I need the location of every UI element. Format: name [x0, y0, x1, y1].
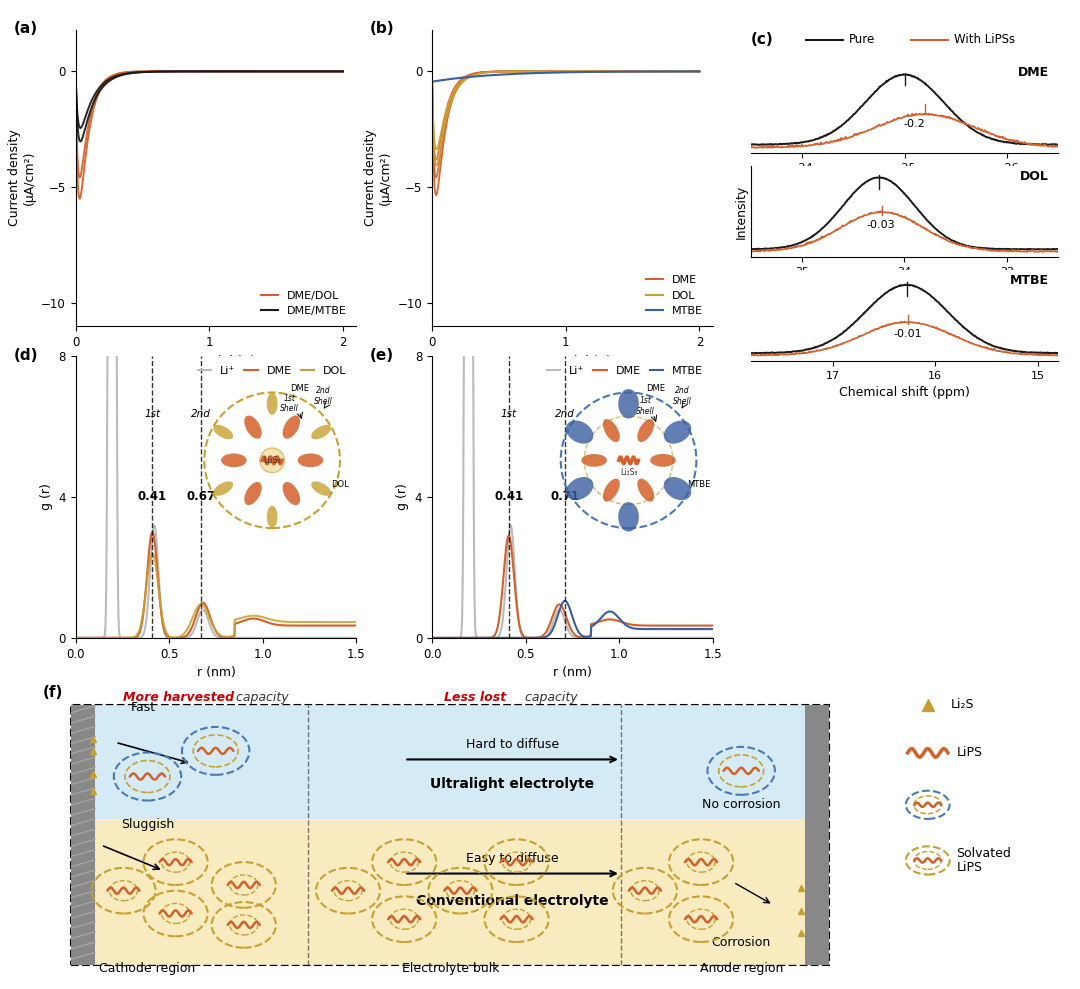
Text: -0.2: -0.2	[904, 120, 926, 130]
Text: Solvated: Solvated	[957, 847, 1011, 859]
Y-axis label: Intensity: Intensity	[734, 185, 747, 238]
Bar	[71, 819, 829, 965]
Text: (f): (f)	[43, 685, 64, 700]
Text: 2nd: 2nd	[555, 409, 575, 419]
Y-axis label: Current density
(μA/cm²): Current density (μA/cm²)	[364, 130, 392, 226]
Text: Li₂S: Li₂S	[950, 698, 974, 711]
X-axis label: r (nm): r (nm)	[197, 667, 235, 679]
Text: -0.01: -0.01	[893, 329, 922, 339]
Bar	[71, 705, 829, 819]
Bar	[806, 705, 829, 965]
Text: DME: DME	[1018, 66, 1049, 79]
X-axis label: Chemical shift (ppm): Chemical shift (ppm)	[839, 387, 970, 400]
Y-axis label: g (r): g (r)	[396, 484, 409, 510]
Text: 0.67: 0.67	[187, 490, 216, 503]
Text: Corrosion: Corrosion	[712, 936, 771, 949]
Text: 1st: 1st	[501, 409, 517, 419]
Legend: Li⁺, DME, MTBE: Li⁺, DME, MTBE	[542, 362, 707, 381]
Bar	[71, 705, 95, 965]
Text: Ultralight electrolyte: Ultralight electrolyte	[431, 777, 595, 791]
Text: 1st: 1st	[145, 409, 161, 419]
Text: Anode region: Anode region	[700, 961, 783, 974]
Text: -0.03: -0.03	[866, 221, 895, 230]
Text: Cathode region: Cathode region	[99, 961, 195, 974]
X-axis label: Potential (V): Potential (V)	[534, 355, 611, 368]
Text: (b): (b)	[370, 21, 395, 36]
Text: LiPS: LiPS	[957, 747, 983, 760]
Text: (c): (c)	[751, 32, 773, 47]
X-axis label: r (nm): r (nm)	[553, 667, 592, 679]
Text: Conventional electrolyte: Conventional electrolyte	[416, 894, 609, 908]
Text: capacity: capacity	[521, 691, 577, 704]
Text: capacity: capacity	[232, 691, 288, 704]
Text: 0.71: 0.71	[551, 490, 579, 503]
Text: With LiPSs: With LiPSs	[954, 33, 1015, 46]
Legend: Li⁺, DME, DOL: Li⁺, DME, DOL	[193, 362, 351, 381]
Text: Fast: Fast	[131, 701, 156, 714]
X-axis label: Potential (V): Potential (V)	[177, 355, 255, 368]
Legend: DME/DOL, DME/MTBE: DME/DOL, DME/MTBE	[257, 287, 351, 320]
Text: (e): (e)	[370, 347, 394, 363]
Text: Less lost: Less lost	[444, 691, 507, 704]
Text: 0.41: 0.41	[138, 490, 167, 503]
Bar	[71, 705, 829, 965]
Text: Pure: Pure	[849, 33, 876, 46]
Text: DOL: DOL	[1021, 170, 1049, 183]
Text: More harvested: More harvested	[123, 691, 234, 704]
Text: 2nd: 2nd	[191, 409, 211, 419]
Text: Electrolyte bulk: Electrolyte bulk	[402, 961, 500, 974]
Text: 0.41: 0.41	[495, 490, 524, 503]
Text: Easy to diffuse: Easy to diffuse	[467, 853, 558, 865]
Text: (d): (d)	[14, 347, 38, 363]
Text: MTBE: MTBE	[1010, 274, 1049, 287]
Y-axis label: Current density
(μA/cm²): Current density (μA/cm²)	[8, 130, 36, 226]
Text: No corrosion: No corrosion	[702, 798, 781, 811]
Text: LiPS: LiPS	[957, 861, 983, 874]
Legend: DME, DOL, MTBE: DME, DOL, MTBE	[642, 271, 707, 320]
Text: (a): (a)	[14, 21, 38, 36]
Y-axis label: g (r): g (r)	[40, 484, 53, 510]
Text: Hard to diffuse: Hard to diffuse	[465, 738, 559, 751]
Text: Sluggish: Sluggish	[121, 818, 174, 831]
